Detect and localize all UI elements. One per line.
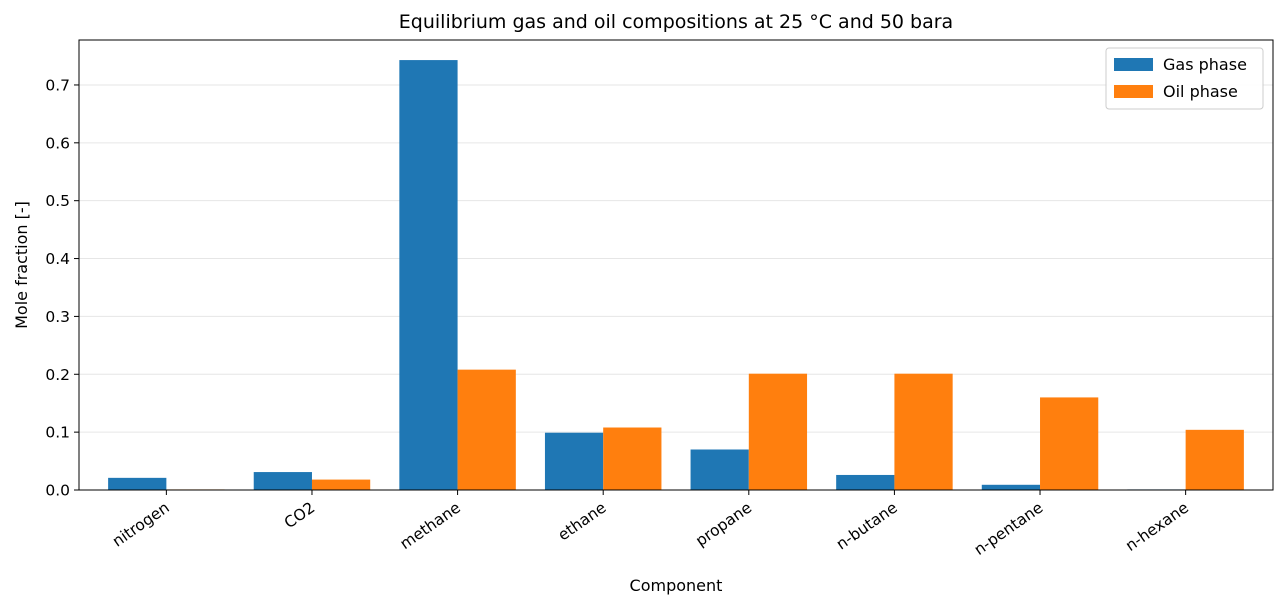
- bar-gas-1: [253, 472, 312, 490]
- y-tick-label: 0.0: [45, 482, 70, 500]
- bars: [108, 60, 1244, 491]
- y-tick-label: 0.5: [45, 192, 70, 210]
- legend: Gas phase Oil phase: [1105, 47, 1264, 110]
- y-tick-label: 0.3: [45, 308, 70, 326]
- x-tick-label: n-butane: [833, 499, 901, 554]
- y-tick-label: 0.4: [45, 250, 70, 268]
- bar-oil-3: [603, 427, 662, 490]
- y-tick-label: 0.6: [45, 134, 70, 152]
- bar-gas-3: [544, 432, 604, 490]
- y-tick-label: 0.1: [45, 424, 70, 442]
- y-tick-label: 0.7: [45, 76, 70, 94]
- bar-gas-4: [690, 449, 749, 490]
- legend-label: Oil phase: [1163, 82, 1238, 101]
- x-tick-label: CO2: [281, 499, 318, 533]
- x-tick-label: n-hexane: [1122, 499, 1192, 555]
- bar-oil-6: [1040, 397, 1099, 490]
- x-tick-label: methane: [397, 499, 464, 554]
- bar-oil-1: [311, 479, 371, 490]
- bar-oil-4: [748, 373, 808, 490]
- bar-oil-5: [894, 373, 953, 490]
- x-tick-label: ethane: [555, 499, 610, 545]
- bar-oil-7: [1185, 429, 1244, 490]
- y-tick-label: 0.2: [45, 366, 70, 384]
- chart-title: Equilibrium gas and oil compositions at …: [399, 11, 953, 33]
- legend-swatch: [1114, 85, 1153, 98]
- x-tick-label: nitrogen: [109, 499, 173, 551]
- x-tick-label: n-pentane: [971, 499, 1046, 559]
- bar-gas-5: [836, 474, 895, 490]
- x-axis-label: Component: [630, 576, 723, 595]
- plot-frame: [78, 39, 1274, 491]
- y-axis: 0.0 0.1 0.2 0.3 0.4 0.5 0.6 0.7: [45, 76, 79, 500]
- gridlines: [79, 84, 1273, 491]
- bar-gas-2: [399, 60, 458, 491]
- x-tick-label: propane: [692, 499, 755, 550]
- legend-label: Gas phase: [1163, 55, 1247, 74]
- legend-swatch: [1114, 58, 1153, 71]
- bar-oil-2: [457, 369, 516, 490]
- bar-gas-6: [981, 484, 1041, 490]
- x-axis: nitrogen CO2 methane ethane propane n-butane n…: [109, 490, 1192, 559]
- y-axis-label: Mole fraction [-]: [12, 201, 31, 329]
- bar-gas-0: [108, 477, 167, 490]
